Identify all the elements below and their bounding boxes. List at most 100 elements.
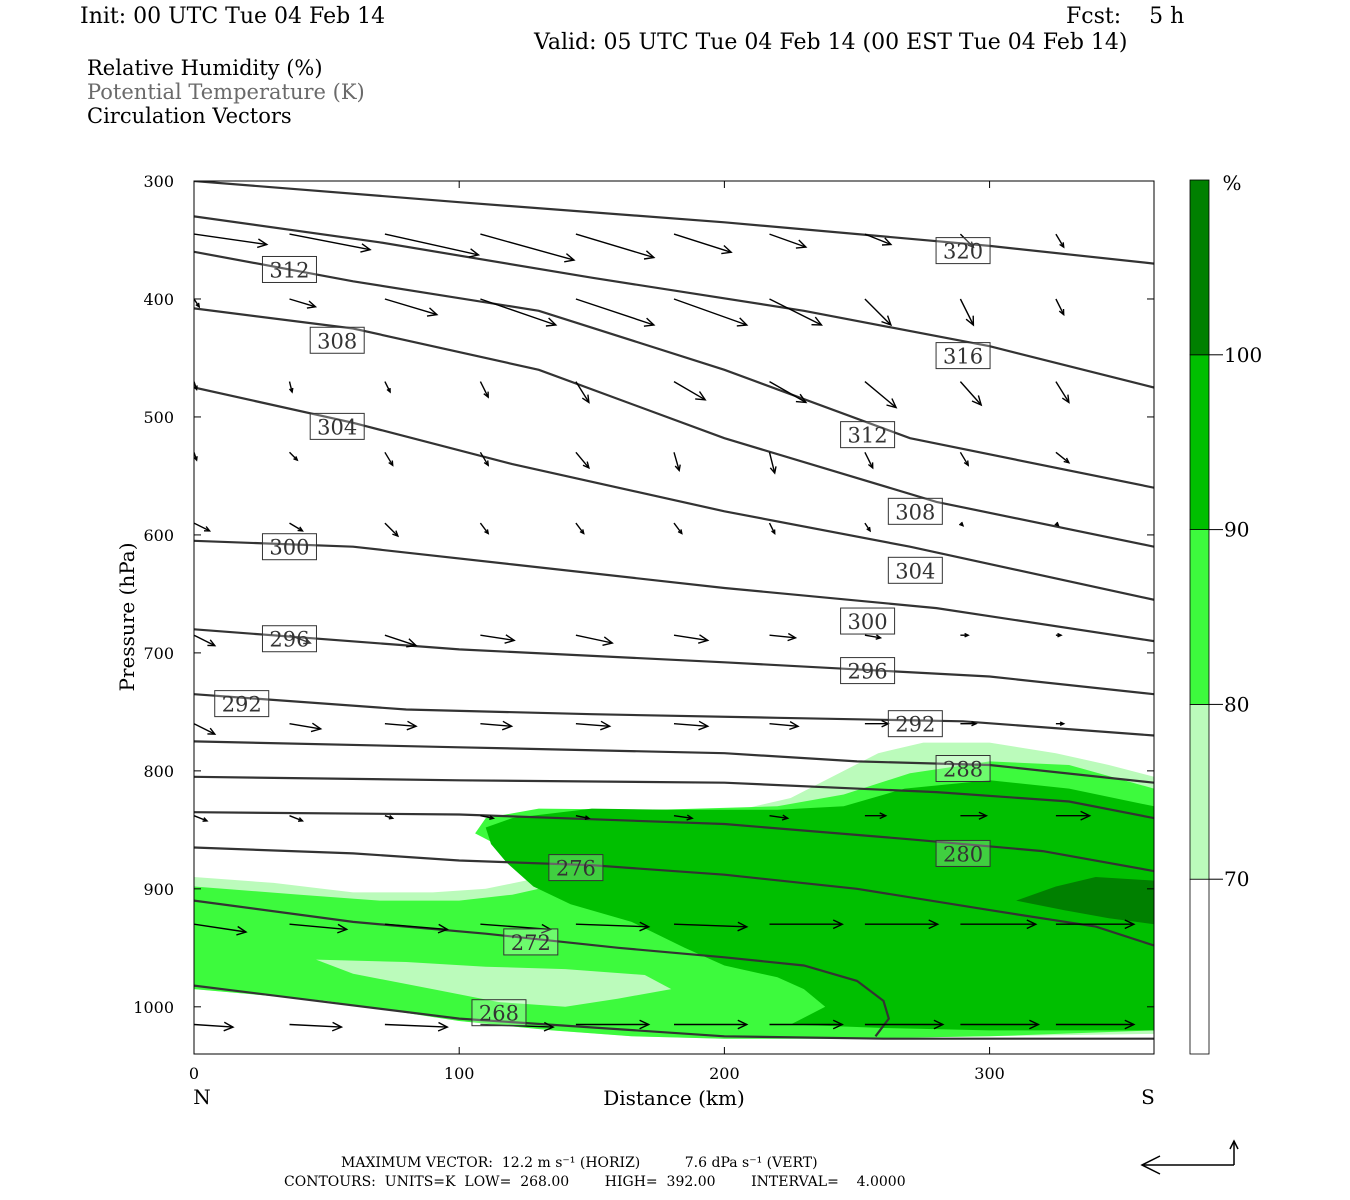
isentrope-label: 300 xyxy=(269,536,309,560)
y-tick-label: 400 xyxy=(143,290,174,309)
circulation-vector xyxy=(575,522,585,535)
circulation-vector xyxy=(480,815,496,820)
circulation-vector xyxy=(289,522,304,532)
endpoint-right: S xyxy=(1141,1085,1155,1109)
circulation-vector xyxy=(289,298,318,309)
y-tick-label: 300 xyxy=(143,172,174,191)
isentrope-label: 304 xyxy=(317,415,357,439)
isentrope-label: 300 xyxy=(848,610,888,634)
circulation-vector xyxy=(673,522,683,535)
circulation-vector xyxy=(960,1019,1041,1030)
isentrope-label: 312 xyxy=(848,424,888,448)
y-tick-label: 1000 xyxy=(133,998,174,1017)
circulation-vector xyxy=(864,1019,945,1030)
circulation-vector xyxy=(194,923,248,936)
isentrope-320 xyxy=(194,181,1154,265)
circulation-vector xyxy=(575,921,651,932)
endpoint-left: N xyxy=(193,1085,211,1109)
circulation-vector xyxy=(194,634,217,647)
circulation-vector xyxy=(288,381,294,394)
circulation-vector xyxy=(959,233,975,249)
circulation-vector xyxy=(384,381,391,394)
vector-layer xyxy=(194,233,1136,1032)
isentrope-272 xyxy=(194,899,891,1037)
isentrope-label-box xyxy=(309,412,365,440)
circulation-vector xyxy=(769,380,808,404)
isentrope-label-box xyxy=(471,999,527,1027)
isentrope-label-box xyxy=(935,755,991,783)
circulation-vector xyxy=(1054,521,1060,527)
isentrope-label-box xyxy=(840,657,896,685)
colorbar-tick-label: 100 xyxy=(1224,343,1262,367)
circulation-vector xyxy=(1055,721,1066,727)
x-axis-label: Distance (km) xyxy=(603,1086,745,1110)
circulation-vector xyxy=(673,233,733,255)
isentrope-label-box xyxy=(887,710,943,738)
legend-relative-humidity: Relative Humidity (%) xyxy=(87,56,323,80)
circulation-vector xyxy=(769,1019,844,1030)
circulation-vector xyxy=(289,815,305,822)
circulation-vector xyxy=(960,811,989,820)
isentrope-label-box xyxy=(261,533,317,561)
circulation-vector xyxy=(768,522,776,535)
circulation-vector xyxy=(864,812,888,820)
y-tick-label: 700 xyxy=(143,644,174,663)
circulation-vector xyxy=(479,522,490,535)
circulation-vector xyxy=(194,1021,235,1032)
colorbar-tick-label: 90 xyxy=(1224,518,1249,542)
circulation-vector xyxy=(958,521,965,527)
isentrope-label: 308 xyxy=(317,329,357,353)
rh-region-4 xyxy=(1016,877,1154,925)
isentrope-280 xyxy=(194,811,1154,873)
colorbar-segment xyxy=(1189,878,1210,1055)
isentrope-label-box xyxy=(214,690,270,718)
rh-region-3 xyxy=(485,780,1154,1031)
isentrope-label-box xyxy=(887,497,943,525)
colorbar-segment xyxy=(1189,179,1210,356)
isentrope-312 xyxy=(194,250,1154,489)
isentrope-label: 292 xyxy=(895,713,935,737)
circulation-vector xyxy=(289,923,349,934)
circulation-vector xyxy=(1055,233,1065,249)
reference-vector-icon xyxy=(1140,1139,1239,1175)
circulation-vector xyxy=(959,298,975,327)
colorbar-tick-label: 80 xyxy=(1224,692,1249,716)
rh-fill-layer xyxy=(194,742,1154,1039)
circulation-vector xyxy=(864,634,883,640)
circulation-vector xyxy=(479,451,490,467)
circulation-vector xyxy=(1055,919,1136,930)
circulation-vector xyxy=(673,814,694,821)
circulation-vector xyxy=(769,720,800,731)
circulation-vector xyxy=(384,1021,449,1032)
circulation-vector xyxy=(769,919,844,930)
circulation-vector xyxy=(575,298,656,327)
circulation-vector xyxy=(575,634,614,646)
colorbar-segment xyxy=(1189,354,1210,530)
isentrope-308 xyxy=(194,307,1154,548)
circulation-vector xyxy=(480,634,516,644)
circulation-vector xyxy=(864,719,890,728)
isentrope-284 xyxy=(194,775,1154,820)
circulation-vector xyxy=(1055,298,1065,317)
circulation-vector xyxy=(673,452,681,473)
circulation-vector xyxy=(575,381,590,404)
circulation-vector xyxy=(959,381,983,407)
circulation-vector xyxy=(384,451,394,467)
colorbar: 70 80 90 100 xyxy=(1189,179,1262,1055)
circulation-vector xyxy=(960,720,978,727)
circulation-vector xyxy=(194,723,217,735)
circulation-vector xyxy=(673,720,710,731)
isentrope-268 xyxy=(194,984,1154,1040)
circulation-vector xyxy=(864,298,893,327)
circulation-vector xyxy=(1055,632,1063,638)
x-tick-label: 300 xyxy=(974,1064,1005,1083)
isentrope-label: 312 xyxy=(269,258,309,282)
isentrope-label-box xyxy=(840,607,896,635)
circulation-vector xyxy=(575,233,656,260)
isentrope-label: 320 xyxy=(943,240,983,264)
plot-frame xyxy=(193,180,1155,1055)
y-tick-label: 500 xyxy=(143,408,174,427)
circulation-vector xyxy=(1055,1019,1136,1030)
max-vector-note: MAXIMUM VECTOR: 12.2 m s⁻¹ (HORIZ) 7.6 d… xyxy=(341,1155,818,1171)
